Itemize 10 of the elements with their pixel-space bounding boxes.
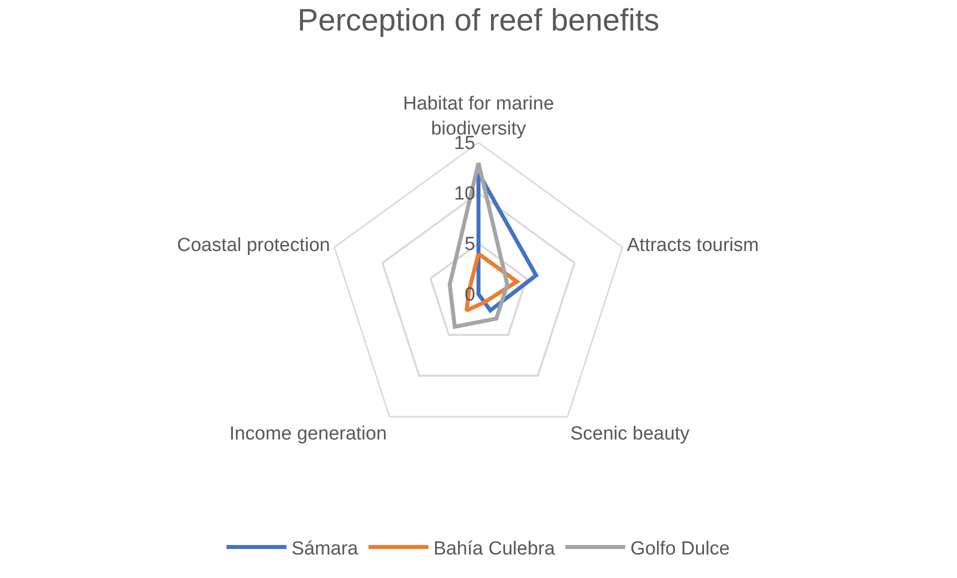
spoke-label: Coastal protection (176, 235, 330, 256)
spoke-label: Scenic beauty (570, 424, 690, 445)
y-tick-label: 5 (464, 234, 476, 255)
legend-label: Bahía Culebra (433, 538, 556, 560)
spoke-label: Attracts tourism (626, 235, 759, 256)
chart-title: Perception of reef benefits (298, 2, 660, 38)
legend-label: Sámara (292, 538, 358, 560)
y-tick-label: 10 (454, 183, 476, 204)
spoke-label: Income generation (229, 424, 387, 445)
legend-label: Golfo Dulce (630, 538, 730, 560)
